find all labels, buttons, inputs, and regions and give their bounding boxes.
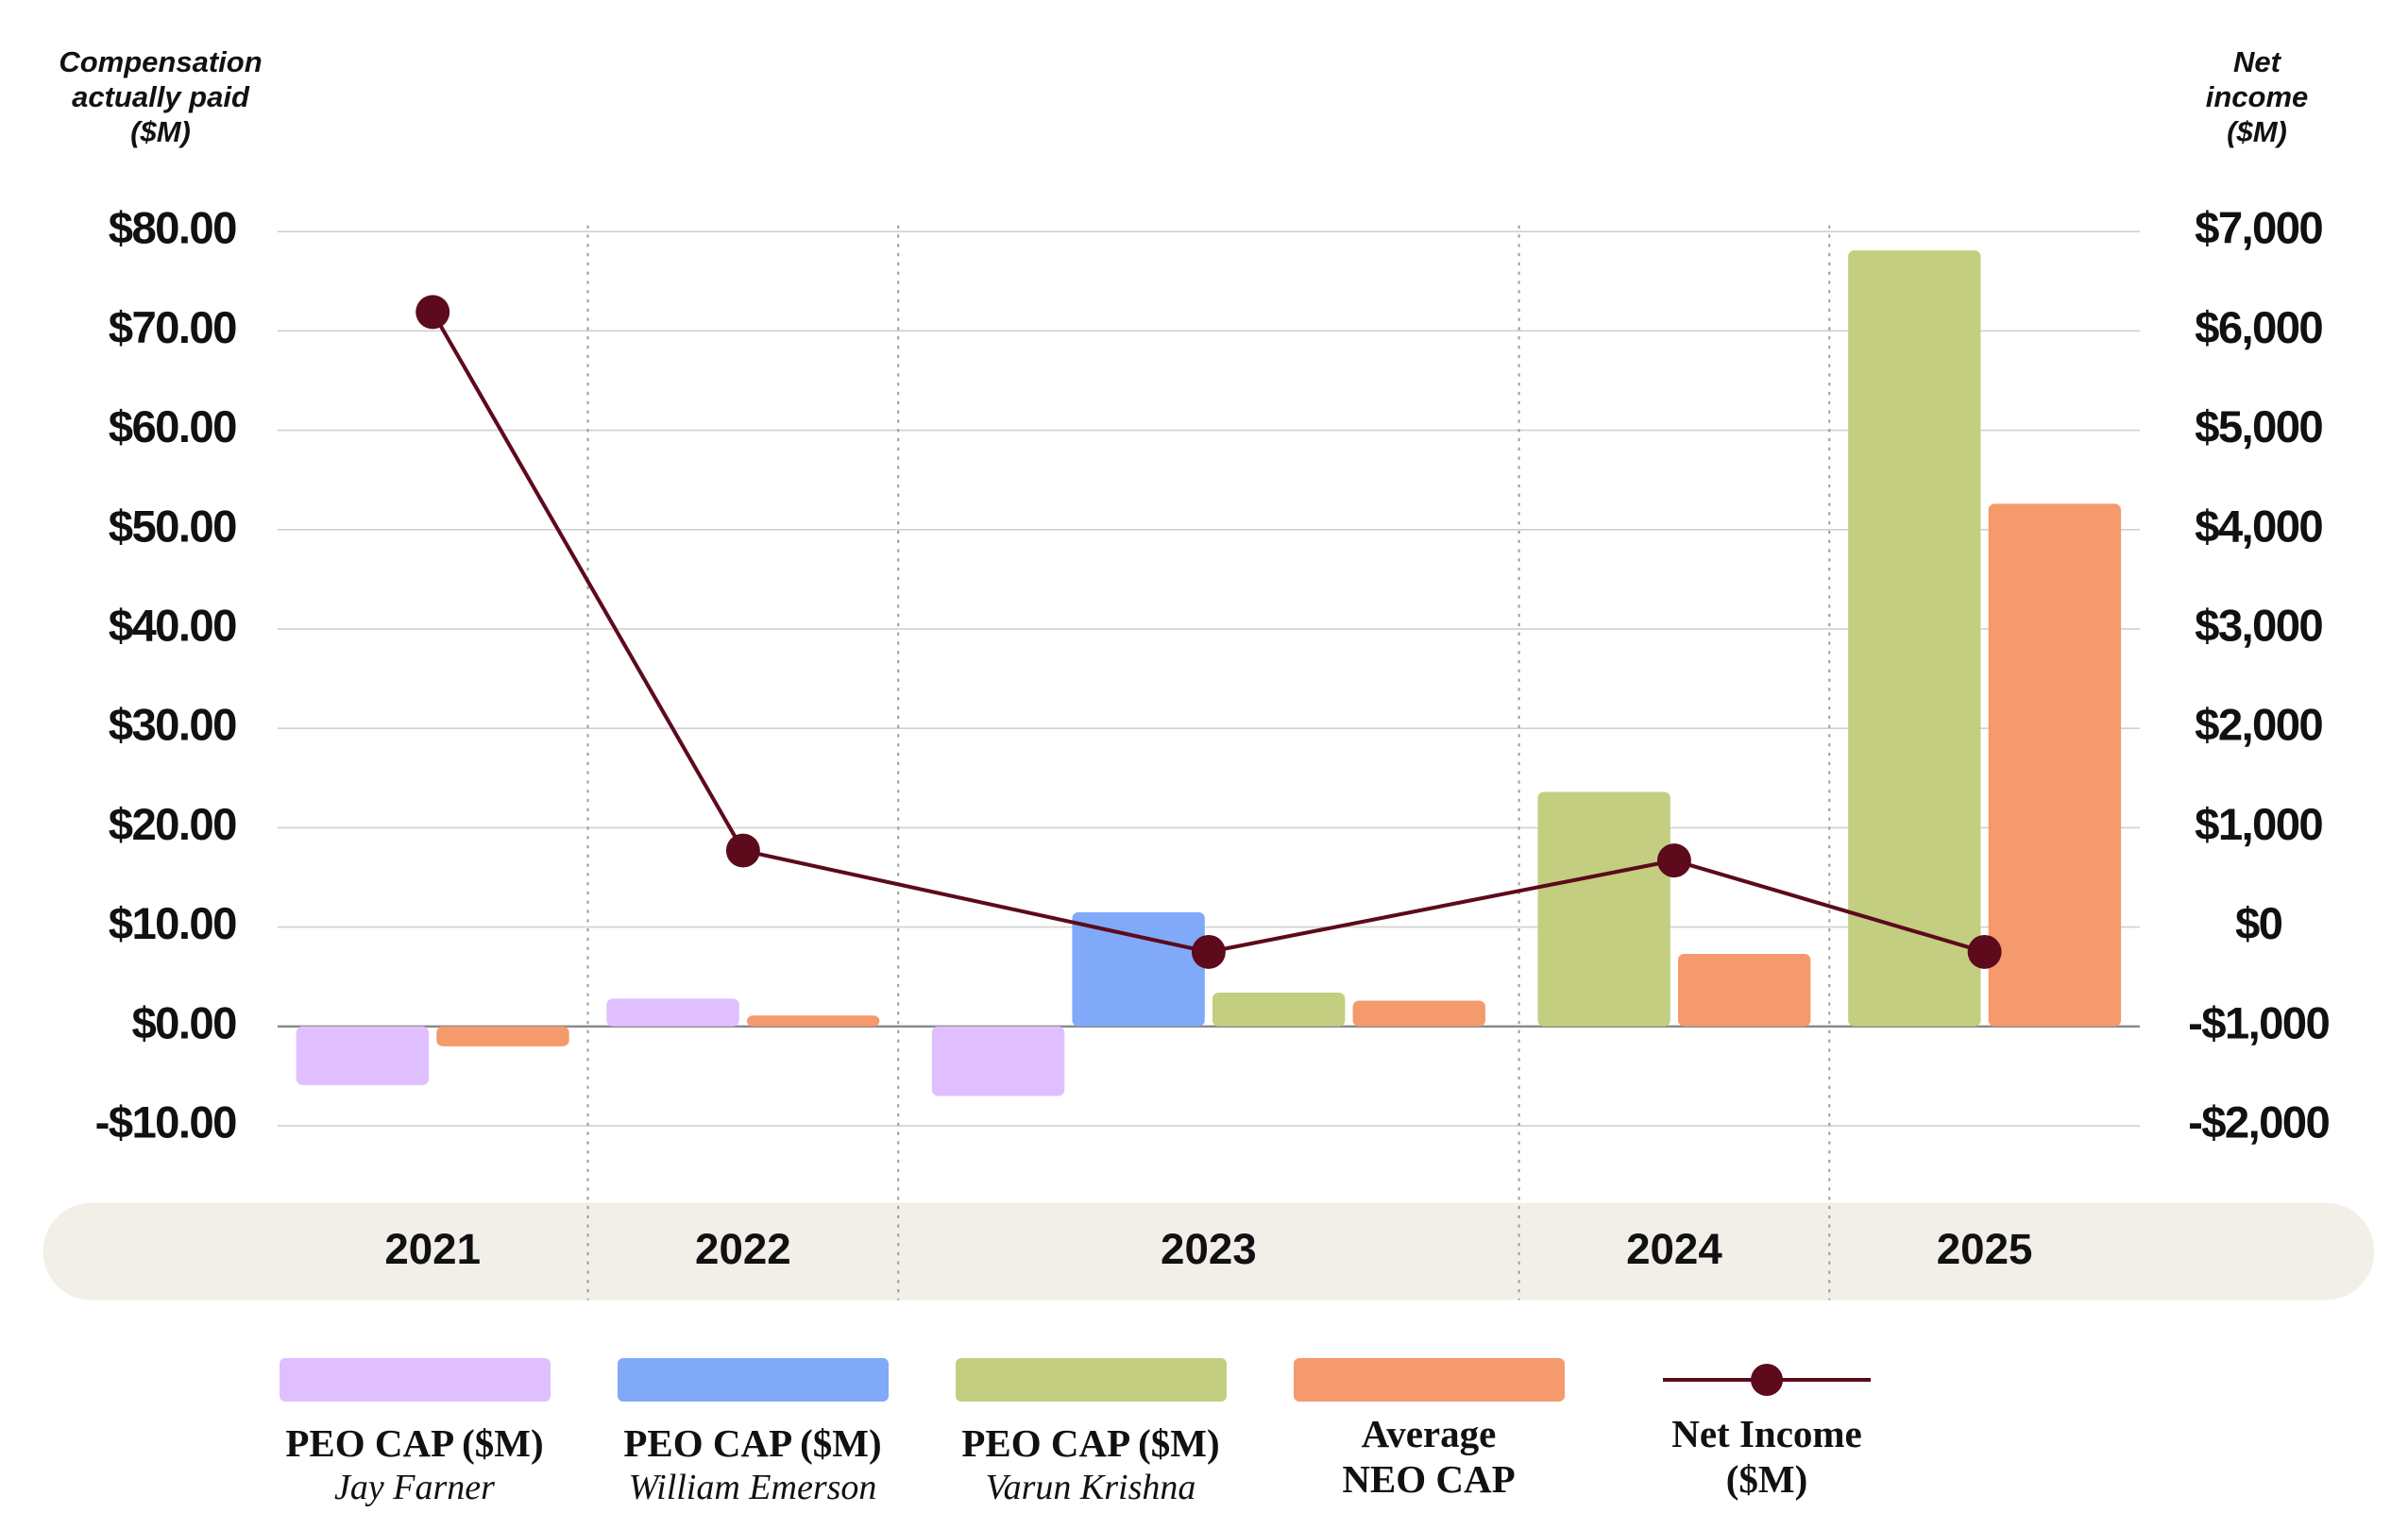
- y-tick-label: $50.00: [109, 502, 236, 552]
- legend-subtitle: Varun Krishna: [985, 1468, 1196, 1507]
- x-tick-label: 2024: [1626, 1225, 1722, 1273]
- y2-tick-label: $3,000: [2195, 601, 2322, 651]
- y2-tick-label: $6,000: [2195, 303, 2322, 353]
- line-point: [1191, 934, 1226, 969]
- y2-tick-label: $1,000: [2195, 800, 2322, 850]
- legend-swatch: [279, 1358, 551, 1402]
- line-point: [1967, 934, 2002, 969]
- y2-tick-label: $4,000: [2195, 502, 2322, 552]
- y-tick-label: $20.00: [109, 800, 236, 850]
- y-tick-label: $80.00: [109, 204, 236, 254]
- legend-name: PEO CAP ($M): [961, 1421, 1220, 1465]
- y-tick-label: $0.00: [131, 998, 236, 1048]
- bar: [1848, 250, 1981, 1027]
- bar: [606, 998, 739, 1027]
- line-point: [1656, 843, 1691, 878]
- legend-item: PEO CAP ($M) Jay Farner: [279, 1358, 551, 1509]
- bar: [746, 1015, 880, 1027]
- y-tick-label: $40.00: [109, 601, 236, 651]
- y2-tick-label: $7,000: [2195, 204, 2322, 254]
- bar: [931, 1026, 1065, 1096]
- legend-name: PEO CAP ($M): [623, 1421, 882, 1465]
- legend-item: PEO CAP ($M) Varun Krishna: [955, 1358, 1227, 1509]
- legend-name: PEO CAP ($M): [285, 1421, 544, 1465]
- y-tick-label: -$10.00: [95, 1098, 236, 1148]
- y-tick-label: $70.00: [109, 303, 236, 353]
- legend-subtitle: Jay Farner: [334, 1468, 495, 1507]
- bar: [1678, 954, 1811, 1027]
- bar: [1072, 911, 1205, 1027]
- line: [431, 311, 1986, 954]
- y2-tick-label: -$2,000: [2188, 1098, 2329, 1148]
- y-tick-label: $10.00: [109, 899, 236, 949]
- bar: [296, 1026, 430, 1085]
- legend-name: Average NEO CAP: [1342, 1412, 1516, 1501]
- bar: [1212, 993, 1346, 1027]
- bar: [1352, 1000, 1485, 1027]
- y2-tick-label: $0: [2235, 899, 2282, 949]
- legend-item: Average NEO CAP: [1293, 1358, 1565, 1502]
- x-tick-label: 2023: [1161, 1225, 1257, 1273]
- legend-item: PEO CAP ($M) William Emerson: [617, 1358, 889, 1509]
- bar: [436, 1026, 569, 1046]
- x-tick-label: 2022: [695, 1225, 791, 1273]
- legend-swatch: [1293, 1358, 1565, 1402]
- bar: [1988, 503, 2122, 1027]
- y-tick-label: $60.00: [109, 402, 236, 452]
- y2-tick-label: $2,000: [2195, 701, 2322, 751]
- x-tick-label: 2025: [1937, 1225, 2033, 1273]
- y2-axis-title: Net income ($M): [2205, 45, 2309, 148]
- line-point: [415, 295, 450, 330]
- legend-item: Net Income ($M): [1632, 1358, 1903, 1502]
- legend-name: Net Income ($M): [1671, 1412, 1862, 1501]
- legend-swatch: [617, 1358, 889, 1402]
- legend-line-dot: [1751, 1364, 1783, 1396]
- y2-tick-label: $5,000: [2195, 402, 2322, 452]
- legend-subtitle: William Emerson: [628, 1468, 877, 1507]
- bar: [1537, 791, 1670, 1027]
- x-tick-label: 2021: [384, 1225, 481, 1273]
- legend-swatch: [955, 1358, 1227, 1402]
- y2-tick-label: -$1,000: [2188, 998, 2329, 1048]
- year-band: [42, 1202, 2375, 1300]
- line-point: [725, 833, 760, 868]
- legend-line: [1663, 1364, 1871, 1396]
- y-tick-label: $30.00: [109, 701, 236, 751]
- y-axis-title: Compensation actually paid ($M): [59, 45, 263, 148]
